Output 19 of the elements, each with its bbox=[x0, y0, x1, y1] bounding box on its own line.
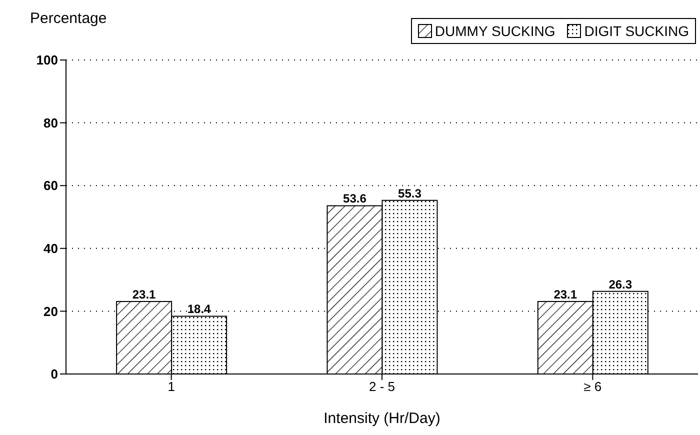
y-tick-label: 20 bbox=[44, 304, 58, 319]
y-tick-label: 60 bbox=[44, 178, 58, 194]
y-axis-title: Percentage bbox=[30, 10, 107, 27]
legend-label: DIGIT SUCKING bbox=[583, 23, 689, 39]
x-tick-label: ≥ 6 bbox=[584, 379, 602, 394]
data-label: 53.6 bbox=[343, 192, 367, 206]
data-label: 23.1 bbox=[132, 287, 156, 302]
data-label: 55.3 bbox=[398, 186, 422, 200]
data-label: 26.3 bbox=[608, 277, 632, 292]
x-tick-label: 1 bbox=[168, 379, 175, 394]
x-tick-label: 2 - 5 bbox=[368, 379, 396, 394]
data-label: 23.1 bbox=[554, 287, 578, 302]
y-tick-label: 0 bbox=[50, 366, 58, 382]
legend-label: DUMMY SUCKING bbox=[434, 23, 556, 39]
y-tick-label: 100 bbox=[36, 52, 58, 68]
x-axis-title: Intensity (Hr/Day) bbox=[322, 410, 442, 427]
y-tick-label: 80 bbox=[44, 115, 58, 130]
y-tick-label: 40 bbox=[44, 241, 58, 256]
data-label: 18.4 bbox=[187, 302, 212, 316]
